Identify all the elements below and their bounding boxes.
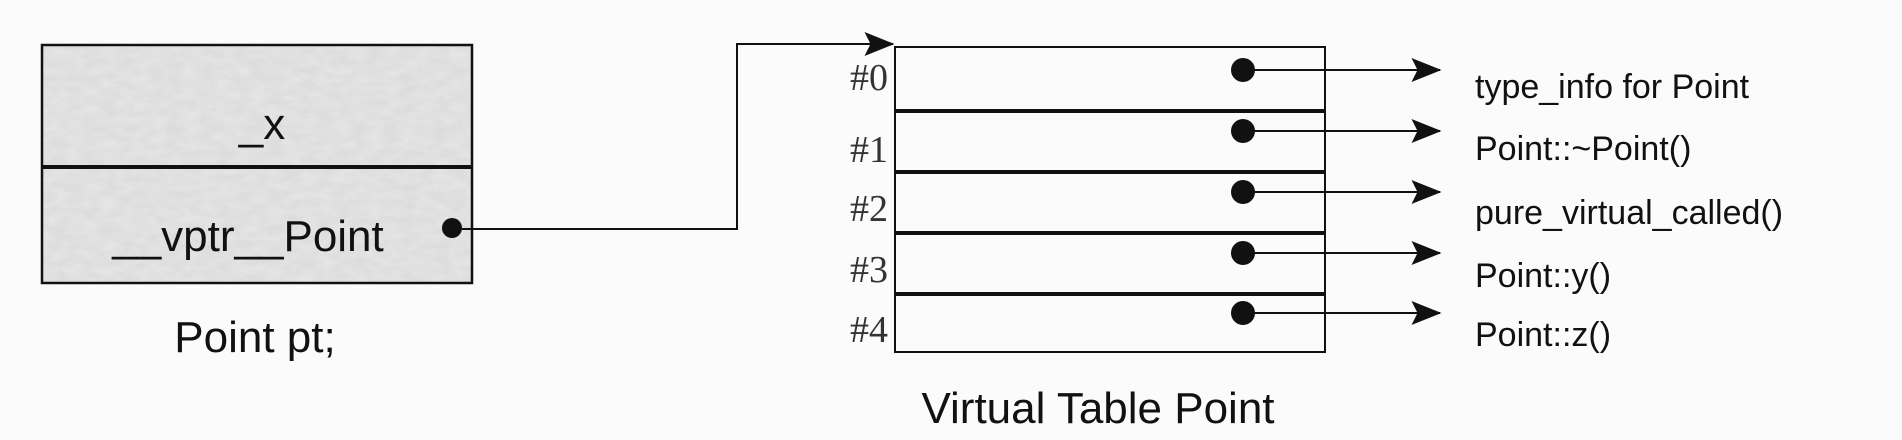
vtable-border (894, 46, 1326, 353)
slot-index-labels: #0 #1 #2 #3 #4 (850, 57, 888, 351)
slot-link: pure_virtual_called() (1231, 180, 1783, 232)
object-border (40, 43, 474, 285)
slot-links: type_info for PointPoint::~Point()pure_v… (1231, 58, 1783, 354)
slot-target-label: type_info for Point (1475, 68, 1750, 106)
vtable-caption: Virtual Table Point (921, 384, 1274, 433)
slot-index-label: #0 (850, 57, 888, 99)
slot-link: type_info for Point (1231, 58, 1750, 106)
slot-target-label: Point::~Point() (1475, 130, 1691, 168)
slot-target-label: Point::y() (1475, 257, 1611, 295)
vptr-arrow (462, 32, 895, 230)
slot-link: Point::y() (1231, 241, 1611, 295)
point-object: _x __vptr__Point (40, 43, 474, 285)
vptr-dot (442, 218, 462, 238)
slot-index-label: #1 (850, 129, 888, 171)
slot-link: Point::z() (1231, 301, 1611, 354)
field-x: _x (238, 100, 285, 149)
slot-index-label: #3 (850, 249, 888, 291)
slot-target-label: Point::z() (1475, 316, 1611, 354)
object-texture-noise (42, 45, 472, 283)
vtable-rows (895, 109, 1325, 296)
slot-target-label: pure_virtual_called() (1475, 194, 1783, 232)
field-vptr: __vptr__Point (111, 212, 384, 261)
object-caption: Point pt; (174, 313, 335, 362)
slot-index-label: #4 (850, 309, 888, 351)
vtable (894, 46, 1326, 353)
slot-link: Point::~Point() (1231, 119, 1691, 168)
slot-index-label: #2 (850, 188, 888, 230)
